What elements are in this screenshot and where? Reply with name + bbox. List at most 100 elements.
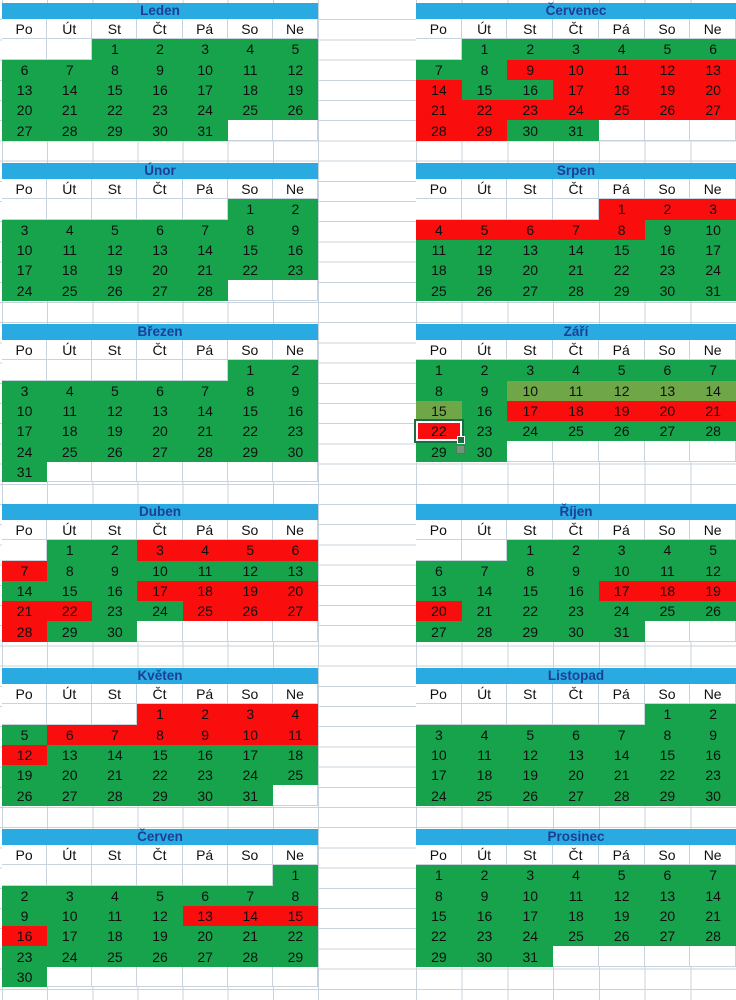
weekday-header-cell[interactable]: Čt	[137, 520, 183, 541]
weekday-header-cell[interactable]: Po	[2, 340, 48, 361]
day-cell[interactable]: 28	[227, 946, 273, 967]
day-cell[interactable]: 6	[272, 540, 318, 561]
day-cell[interactable]: 4	[461, 724, 508, 745]
day-cell[interactable]: 13	[137, 239, 183, 261]
day-cell[interactable]: 16	[507, 79, 554, 101]
empty-cell[interactable]	[2, 540, 48, 561]
weekday-header-cell[interactable]: Čt	[137, 340, 183, 361]
day-cell[interactable]: 18	[47, 260, 93, 281]
empty-cell[interactable]	[461, 540, 508, 561]
empty-cell[interactable]	[2, 39, 48, 60]
weekday-header-cell[interactable]: St	[507, 520, 554, 541]
day-cell[interactable]: 26	[2, 785, 48, 806]
day-cell[interactable]: 24	[182, 100, 228, 121]
day-cell[interactable]: 27	[416, 621, 462, 642]
empty-cell[interactable]	[227, 120, 273, 141]
empty-cell[interactable]	[690, 621, 736, 642]
month-title-zari[interactable]: Září	[416, 324, 736, 340]
day-cell[interactable]: 14	[182, 400, 228, 422]
day-cell[interactable]: 14	[92, 744, 138, 766]
month-title-srpen[interactable]: Srpen	[416, 163, 736, 179]
day-cell[interactable]: 12	[690, 560, 736, 581]
day-cell[interactable]: 23	[272, 421, 318, 442]
day-cell[interactable]: 9	[507, 59, 554, 80]
month-title-brezen[interactable]: Březen	[2, 324, 318, 340]
day-cell[interactable]: 12	[137, 905, 183, 927]
weekday-header-cell[interactable]: St	[92, 520, 138, 541]
day-cell[interactable]: 4	[47, 219, 93, 240]
day-cell[interactable]: 7	[182, 380, 228, 401]
empty-cell[interactable]	[92, 199, 138, 220]
day-cell[interactable]: 13	[553, 744, 599, 766]
empty-cell[interactable]	[137, 360, 183, 381]
empty-cell[interactable]	[47, 199, 93, 220]
day-cell[interactable]: 7	[227, 885, 273, 906]
empty-cell[interactable]	[644, 621, 691, 642]
weekday-header-cell[interactable]: Pá	[598, 520, 645, 541]
day-cell[interactable]: 23	[2, 946, 48, 967]
day-cell[interactable]: 17	[553, 79, 599, 101]
day-cell[interactable]: 29	[598, 280, 645, 301]
day-cell[interactable]: 16	[461, 400, 508, 422]
day-cell[interactable]: 21	[227, 926, 273, 947]
day-cell[interactable]: 11	[598, 59, 645, 80]
weekday-header-cell[interactable]: So	[644, 845, 691, 866]
day-cell[interactable]: 18	[227, 79, 273, 101]
day-cell[interactable]: 15	[598, 239, 645, 261]
day-cell[interactable]: 30	[553, 621, 599, 642]
weekday-header-cell[interactable]: So	[644, 520, 691, 541]
weekday-header-cell[interactable]: Ne	[272, 340, 318, 361]
weekday-header-cell[interactable]: Po	[2, 684, 48, 705]
day-cell[interactable]: 29	[416, 441, 462, 462]
weekday-header-cell[interactable]: Pá	[598, 179, 645, 200]
day-cell[interactable]: 25	[461, 785, 508, 806]
weekday-header-cell[interactable]: So	[227, 520, 273, 541]
day-cell[interactable]: 18	[598, 79, 645, 101]
day-cell[interactable]: 5	[227, 540, 273, 561]
month-title-cervenec[interactable]: Červenec	[416, 3, 736, 19]
day-cell[interactable]: 23	[272, 260, 318, 281]
day-cell[interactable]: 18	[272, 744, 318, 766]
weekday-header-cell[interactable]: Út	[47, 340, 93, 361]
weekday-header-cell[interactable]: St	[92, 845, 138, 866]
empty-cell[interactable]	[461, 704, 508, 725]
day-cell[interactable]: 13	[182, 905, 228, 927]
empty-cell[interactable]	[182, 966, 228, 988]
month-title-cerven[interactable]: Červen	[2, 829, 318, 845]
day-cell[interactable]: 19	[92, 421, 138, 442]
weekday-header-cell[interactable]: Po	[2, 520, 48, 541]
weekday-header-cell[interactable]: Út	[461, 179, 508, 200]
day-cell[interactable]: 28	[598, 785, 645, 806]
day-cell[interactable]: 13	[137, 400, 183, 422]
day-cell[interactable]: 25	[92, 946, 138, 967]
day-cell[interactable]: 14	[47, 79, 93, 101]
day-cell[interactable]: 12	[461, 239, 508, 261]
day-cell[interactable]: 24	[598, 601, 645, 622]
day-cell[interactable]: 15	[227, 239, 273, 261]
day-cell[interactable]: 10	[598, 560, 645, 581]
weekday-header-cell[interactable]: Út	[461, 684, 508, 705]
day-cell[interactable]: 10	[416, 744, 462, 766]
day-cell[interactable]: 5	[137, 885, 183, 906]
weekday-header-cell[interactable]: Út	[47, 179, 93, 200]
day-cell[interactable]: 2	[182, 704, 228, 725]
empty-cell[interactable]	[553, 946, 599, 967]
day-cell[interactable]: 26	[507, 785, 554, 806]
weekday-header-cell[interactable]: Pá	[182, 520, 228, 541]
weekday-header-cell[interactable]: Ne	[690, 684, 736, 705]
day-cell[interactable]: 21	[598, 765, 645, 786]
day-cell[interactable]: 17	[416, 765, 462, 786]
day-cell[interactable]: 23	[507, 100, 554, 121]
day-cell[interactable]: 17	[47, 926, 93, 947]
day-cell[interactable]: 3	[416, 724, 462, 745]
day-cell[interactable]: 30	[182, 785, 228, 806]
day-cell[interactable]: 30	[461, 946, 508, 967]
day-cell[interactable]: 21	[416, 100, 462, 121]
empty-cell[interactable]	[137, 199, 183, 220]
day-cell[interactable]: 8	[227, 380, 273, 401]
empty-cell[interactable]	[598, 946, 645, 967]
day-cell[interactable]: 19	[272, 79, 318, 101]
day-cell[interactable]: 13	[644, 380, 691, 401]
day-cell[interactable]: 6	[416, 560, 462, 581]
day-cell[interactable]: 3	[182, 39, 228, 60]
